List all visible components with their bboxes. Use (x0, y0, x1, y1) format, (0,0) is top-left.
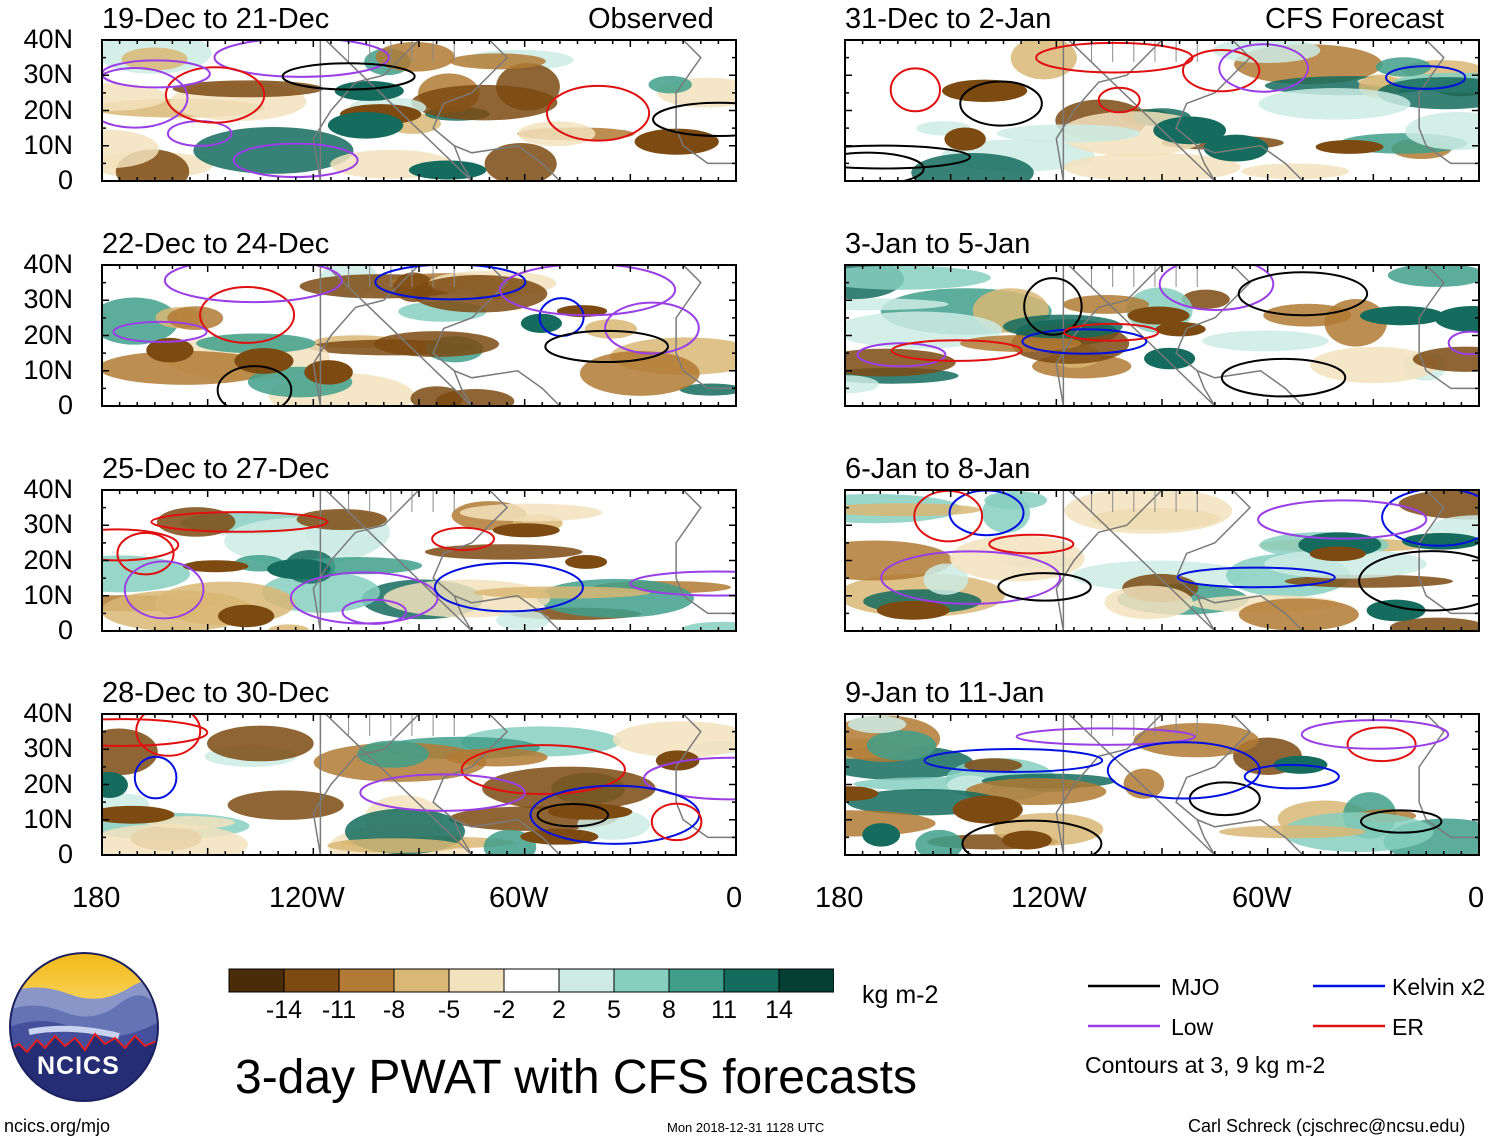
legend-er-label: ER (1392, 1014, 1424, 1040)
panel-title-6: 3-Jan to 5-Jan (845, 228, 1031, 260)
lat-label: 40N (23, 698, 73, 728)
legend-note: Contours at 3, 9 kg m-2 (1085, 1052, 1326, 1078)
footer-timestamp: Mon 2018-12-31 1128 UTC (667, 1120, 825, 1135)
lat-label: 40N (23, 24, 73, 54)
lat-label: 20N (23, 94, 73, 125)
colorbar-label: -2 (492, 996, 516, 1024)
colorbar-swatch (558, 968, 615, 993)
map-panels (101, 39, 1480, 856)
footer-url: ncics.org/mjo (4, 1116, 111, 1136)
map-panel (845, 714, 1479, 855)
colorbar-swatch (668, 968, 725, 993)
lon-label-60w-right: 60W (1232, 882, 1292, 914)
lon-label-60w-left: 60W (489, 882, 549, 914)
lon-label-180-left: 180 (72, 882, 121, 914)
lat-label: 0 (57, 165, 73, 195)
lat-label: 30N (23, 733, 73, 764)
map-panel (845, 490, 1479, 631)
map-panel (102, 490, 736, 631)
panel-title-8: 9-Jan to 11-Jan (845, 677, 1045, 709)
legend-lines (1088, 984, 1385, 1028)
panel-title-2: 22-Dec to 24-Dec (102, 228, 330, 260)
lat-label: 30N (23, 509, 73, 540)
legend-kelvin-label: Kelvin x2 (1392, 974, 1486, 1000)
colorbar-swatch (283, 968, 340, 993)
colorbar-swatch (723, 968, 780, 993)
lat-label: 10N (23, 579, 73, 610)
colorbar-swatch (778, 968, 834, 993)
lat-label: 40N (23, 249, 73, 279)
colorbar-label: -5 (437, 996, 461, 1024)
lon-label-180-right: 180 (815, 882, 864, 914)
legend-mjo-label: MJO (1171, 974, 1220, 1000)
lat-label: 20N (23, 768, 73, 799)
lat-label: 30N (23, 59, 73, 90)
lat-label: 0 (57, 615, 73, 645)
map-panel (102, 265, 736, 406)
lon-label-120w-right: 120W (1011, 882, 1087, 914)
lat-label: 10N (23, 129, 73, 160)
colorbar-swatch (503, 968, 560, 993)
map-panel (845, 40, 1479, 181)
map-panel (102, 40, 736, 181)
footer-author: Carl Schreck (cjschrec@ncsu.edu) (1188, 1116, 1466, 1136)
colorbar-swatch (228, 968, 285, 993)
colorbar-swatch (613, 968, 670, 993)
logo-text: NCICS (37, 1052, 120, 1080)
colorbar-label: 8 (662, 996, 676, 1024)
panel-title-7: 6-Jan to 8-Jan (845, 453, 1031, 485)
lat-label: 10N (23, 354, 73, 385)
lon-label-120w-left: 120W (269, 882, 345, 914)
lat-label: 20N (23, 544, 73, 575)
panel-title-4: 28-Dec to 30-Dec (102, 677, 330, 709)
colorbar (228, 968, 834, 993)
colorbar-label: 2 (552, 996, 566, 1024)
colorbar-swatch (393, 968, 450, 993)
panel-title-3: 25-Dec to 27-Dec (102, 453, 330, 485)
colorbar-label: -14 (265, 996, 303, 1024)
lat-label: 0 (57, 390, 73, 420)
lat-label: 0 (57, 839, 73, 869)
map-panel (845, 265, 1479, 406)
lat-label: 10N (23, 803, 73, 834)
colorbar-label: -11 (321, 996, 357, 1024)
observed-label: Observed (588, 3, 714, 35)
colorbar-label: 11 (711, 996, 737, 1024)
forecast-label: CFS Forecast (1265, 3, 1444, 35)
colorbar-swatch (448, 968, 505, 993)
ncics-logo (9, 952, 159, 1102)
map-panel (102, 714, 736, 855)
colorbar-label: 14 (765, 996, 793, 1024)
colorbar-unit: kg m-2 (862, 981, 939, 1009)
lon-label-0-right: 0 (1468, 882, 1485, 914)
colorbar-label: -8 (382, 996, 406, 1024)
panel-title-5: 31-Dec to 2-Jan (845, 3, 1052, 35)
lat-label: 20N (23, 319, 73, 350)
lat-label: 40N (23, 474, 73, 504)
lon-label-0-left: 0 (726, 882, 743, 914)
colorbar-label: 5 (607, 996, 621, 1024)
lat-label: 30N (23, 284, 73, 315)
panel-title-1: 19-Dec to 21-Dec (102, 3, 330, 35)
colorbar-swatch (338, 968, 395, 993)
legend-low-label: Low (1171, 1014, 1214, 1040)
main-title: 3-day PWAT with CFS forecasts (235, 1051, 917, 1104)
